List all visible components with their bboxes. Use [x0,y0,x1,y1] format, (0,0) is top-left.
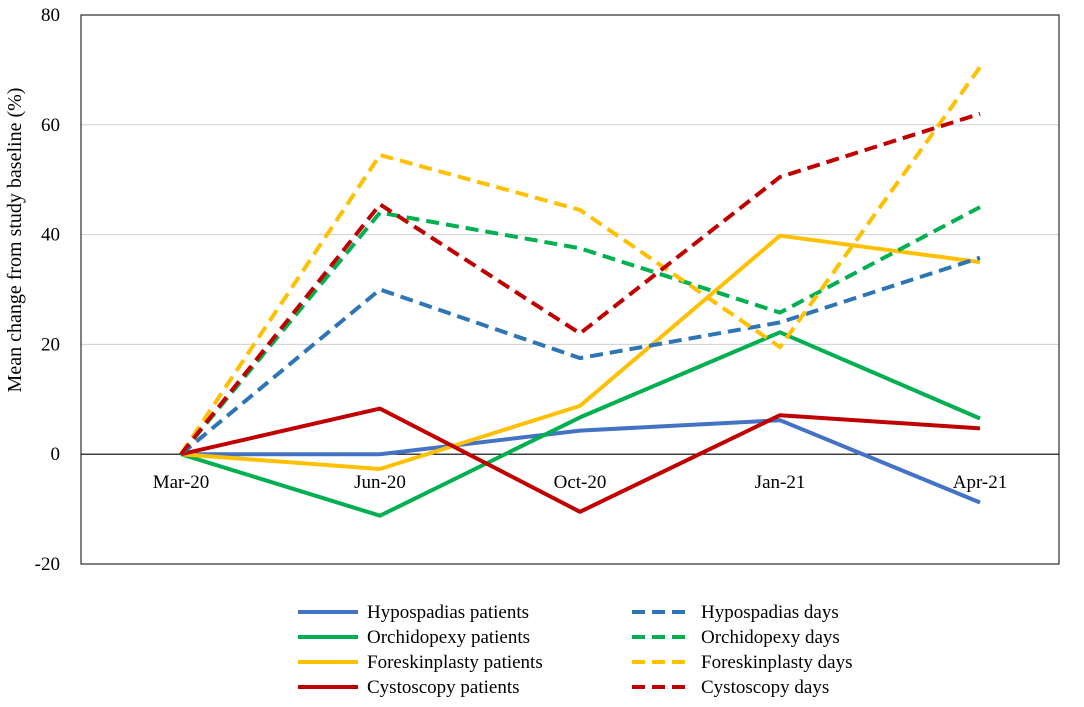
series-line-hypospadias-patients [181,418,981,505]
legend-label: Orchidopexy days [701,627,840,648]
series-line-hypospadias-days [179,255,981,456]
x-axis-ticks: Mar-20 Jun-20 Oct-20 Jan-21 Apr-21 [153,472,1008,493]
x-tick-label: Jan-21 [755,472,806,493]
legend-label: Hypospadias days [701,602,839,623]
series-line-cystoscopy-patients [180,406,981,514]
y-tick-label: 60 [41,115,60,136]
x-tick-label: Apr-21 [953,472,1008,493]
legend-label: Cystoscopy days [701,677,829,698]
legend-label: Orchidopexy patients [367,627,530,648]
legend: Hypospadias patients Hypospadias days Orch… [298,602,852,698]
y-tick-label: 0 [51,444,61,465]
series-line-foreskinplasty-patients [180,233,981,471]
y-tick-label: 80 [41,5,60,26]
y-axis-title: Mean change from study baseline (%) [4,88,26,393]
legend-label: Foreskinplasty days [701,652,852,673]
series-lines [179,66,982,518]
y-tick-label: 40 [41,225,60,246]
y-axis-ticks: -20 0 20 40 60 80 [35,5,60,575]
plot-area-frame [80,14,1060,565]
series-line-foreskinplasty-days [179,66,982,456]
x-tick-label: Jun-20 [354,472,406,493]
series-line-orchidopexy-patients [180,330,981,518]
gridlines [81,124,1059,345]
legend-label: Foreskinplasty patients [367,652,543,673]
series-line-orchidopexy-days [179,205,981,456]
x-tick-label: Mar-20 [153,472,210,493]
series-line-cystoscopy-days [179,111,981,456]
legend-label: Hypospadias patients [367,602,529,623]
y-tick-label: -20 [35,554,60,575]
x-tick-label: Oct-20 [554,472,607,493]
legend-label: Cystoscopy patients [367,677,520,698]
y-tick-label: 20 [41,334,60,355]
